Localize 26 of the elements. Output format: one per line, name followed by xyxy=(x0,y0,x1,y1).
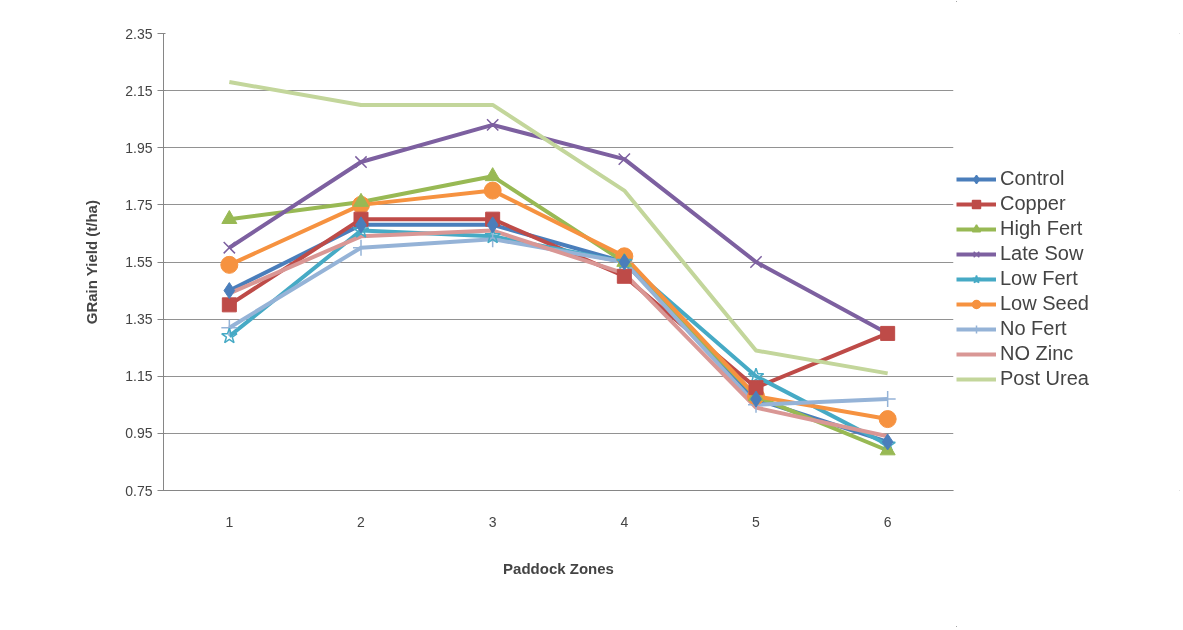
y-tick-label: 1.55 xyxy=(125,254,153,270)
y-tick-label: 2.35 xyxy=(125,25,153,42)
legend-label: High Fert xyxy=(1000,217,1083,240)
y-tick-label: 1.35 xyxy=(125,311,153,328)
legend-label: NO Zinc xyxy=(1000,342,1074,365)
legend-label: No Fert xyxy=(1000,317,1067,340)
legend-label: Post Urea xyxy=(1000,367,1089,390)
y-tick-label: 1.95 xyxy=(125,139,153,156)
x-tick-label: 3 xyxy=(488,513,497,530)
y-tick-label: 1.15 xyxy=(125,368,153,385)
y-tick-label: 2.15 xyxy=(125,82,153,99)
y-axis-title: GRain Yield (t/ha) xyxy=(83,200,101,325)
x-tick-label: 1 xyxy=(225,513,234,530)
y-tick-label: 1.75 xyxy=(125,196,153,213)
legend-label: Low Fert xyxy=(1000,267,1078,290)
y-tick-label: 0.95 xyxy=(125,425,153,442)
x-tick-label: 6 xyxy=(883,513,892,530)
x-tick-label: 5 xyxy=(752,513,761,530)
legend-label: Late Sow xyxy=(1000,242,1084,265)
legend-label: Low Seed xyxy=(1000,292,1089,315)
x-axis-title: Paddock Zones xyxy=(503,559,614,577)
x-tick-label: 2 xyxy=(357,513,366,530)
x-tick-label: 4 xyxy=(620,513,629,530)
y-tick-label: 0.75 xyxy=(125,482,153,499)
legend-label: Control xyxy=(1000,167,1065,190)
legend-label: Copper xyxy=(1000,192,1066,215)
